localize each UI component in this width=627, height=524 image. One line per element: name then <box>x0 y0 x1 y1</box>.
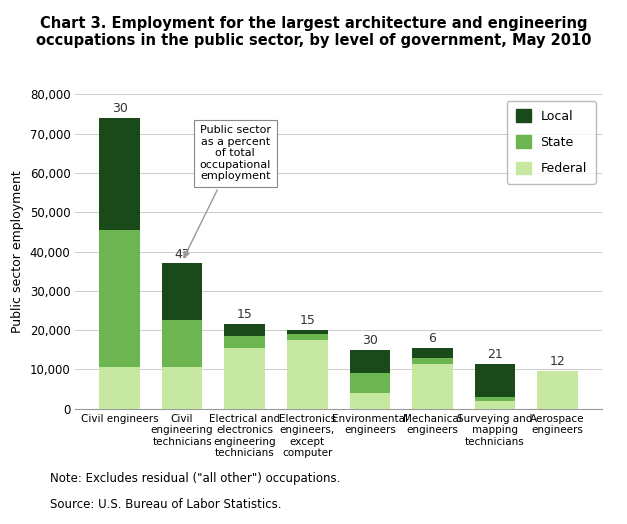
Bar <box>537 372 578 409</box>
Bar <box>99 118 140 230</box>
Text: 21: 21 <box>487 348 503 361</box>
Bar <box>537 370 578 372</box>
Bar <box>162 263 203 320</box>
Text: Source: U.S. Bureau of Labor Statistics.: Source: U.S. Bureau of Labor Statistics. <box>50 498 282 511</box>
Bar <box>224 336 265 348</box>
Y-axis label: Public sector employment: Public sector employment <box>11 170 24 333</box>
Text: 47: 47 <box>174 247 190 260</box>
Text: Note: Excludes residual ("all other") occupations.: Note: Excludes residual ("all other") oc… <box>50 472 340 485</box>
Bar <box>412 364 453 409</box>
Bar <box>162 320 203 367</box>
Text: 6: 6 <box>428 332 436 345</box>
Text: Chart 3. Employment for the largest architecture and engineering
occupations in : Chart 3. Employment for the largest arch… <box>36 16 591 48</box>
Text: 30: 30 <box>112 102 127 115</box>
Bar <box>99 230 140 367</box>
Bar <box>475 401 515 409</box>
Bar <box>224 348 265 409</box>
Text: Public sector
as a percent
of total
occupational
employment: Public sector as a percent of total occu… <box>184 125 271 257</box>
Text: 15: 15 <box>237 309 253 321</box>
Bar <box>287 340 328 409</box>
Bar <box>475 397 515 401</box>
Bar <box>224 324 265 336</box>
Bar <box>287 330 328 334</box>
Text: 15: 15 <box>299 314 315 328</box>
Bar <box>349 373 390 393</box>
Bar <box>349 393 390 409</box>
Bar <box>412 357 453 364</box>
Bar <box>99 367 140 409</box>
Text: 12: 12 <box>550 355 566 368</box>
Text: 30: 30 <box>362 334 378 347</box>
Legend: Local, State, Federal: Local, State, Federal <box>507 101 596 184</box>
Bar <box>475 364 515 397</box>
Bar <box>349 350 390 373</box>
Bar <box>162 367 203 409</box>
Bar <box>412 348 453 357</box>
Bar <box>287 334 328 340</box>
